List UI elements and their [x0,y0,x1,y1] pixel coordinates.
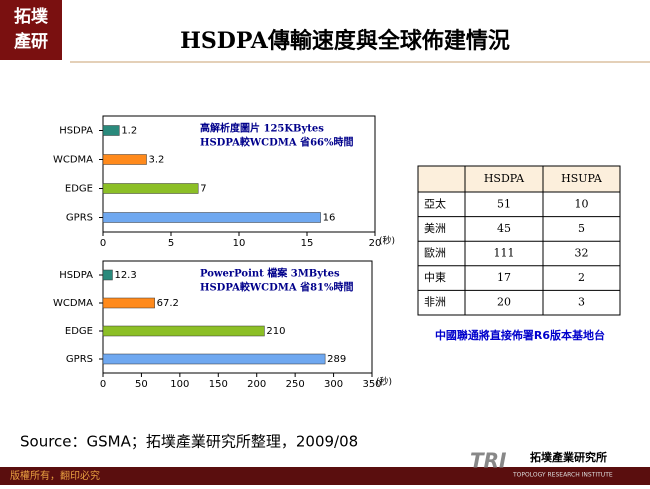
bar [102,125,120,136]
table-cell: 51 [497,197,511,210]
brand: TRI [470,449,507,473]
y-tick-label: GPRS [66,354,93,365]
y-tick-label: WCDMA [53,298,93,309]
value-label: 3.2 [149,155,165,166]
x-tick-label: 20 [369,238,382,249]
row-header: 中東 [424,271,446,284]
table-cell: 20 [497,296,511,309]
bar [102,269,113,281]
y-tick-label: HSDPA [59,126,93,137]
row-header: 非洲 [424,296,446,309]
table-cell: 111 [494,247,515,260]
x-tick-label: 100 [170,379,189,390]
value-label: 1.2 [121,126,137,137]
logo-box [0,0,62,60]
x-tick-label: 250 [286,379,305,390]
x-tick-label: 15 [301,238,314,249]
table-cell: 17 [497,271,511,284]
plot-frame [102,260,373,374]
x-tick-label: 0 [100,379,106,390]
logo-text: 拓墣 [14,7,48,27]
table-header [417,165,621,193]
row-header: 亞太 [424,197,446,210]
table-cell: 32 [575,247,589,260]
bar [102,297,155,309]
column-header: HSDPA [484,172,525,185]
table-caption: 中國聯通將直接佈署R6版本基地台 [435,328,605,342]
annotation: HSDPA較WCDMA 省66%時間 [200,136,353,149]
footer-bar [0,467,650,485]
value-label: 7 [200,184,206,195]
annotation: PowerPoint 檔案 3MBytes [200,267,340,280]
x-tick-label: 10 [233,238,246,249]
x-tick-label: 300 [324,379,343,390]
bar [102,353,326,365]
brand-name: 拓墣產業研究所 [530,450,607,464]
table-cell: 45 [497,222,511,235]
value-label: 289 [327,354,346,365]
column-header: HSUPA [561,172,603,185]
slide-title: HSDPA傳輸速度與全球佈建情況 [180,28,510,54]
table-cell: 2 [578,271,585,284]
value-label: 12.3 [114,270,136,281]
y-tick-label: GPRS [66,213,93,224]
source: Source：GSMA；拓墣產業研究所整理，2009/08 [20,433,358,451]
copyright: 版權所有，翻印必究 [10,469,100,482]
y-tick-label: EDGE [65,326,93,337]
x-tick-label: 0 [100,238,106,249]
bar [102,183,199,194]
row-header: 歐洲 [424,246,446,260]
value-label: 16 [323,213,336,224]
annotation: 高解析度圖片 125KBytes [200,122,324,135]
x-tick-label: 150 [209,379,228,390]
x-tick-label: 200 [247,379,266,390]
table-cell: 3 [578,296,585,309]
x-tick-label: 350 [362,379,381,390]
brand-en: TOPOLOGY RESEARCH INSTITUTE [512,472,613,479]
logo-text: 產研 [14,31,48,52]
value-label: 67.2 [157,298,179,309]
bar [102,212,321,223]
annotation: HSDPA較WCDMA 省81%時間 [200,281,353,294]
value-label: 210 [266,326,285,337]
x-tick-label: 50 [135,379,148,390]
y-tick-label: HSDPA [59,270,93,281]
table-cell: 10 [575,197,589,210]
y-tick-label: EDGE [65,184,93,195]
y-tick-label: WCDMA [53,155,93,166]
table-cell: 5 [578,222,585,235]
x-unit: (秒) [379,235,395,247]
x-tick-label: 5 [168,238,174,249]
bar [102,154,147,165]
bar [102,325,265,337]
x-unit: (秒) [376,376,392,388]
row-header: 美洲 [424,222,446,235]
